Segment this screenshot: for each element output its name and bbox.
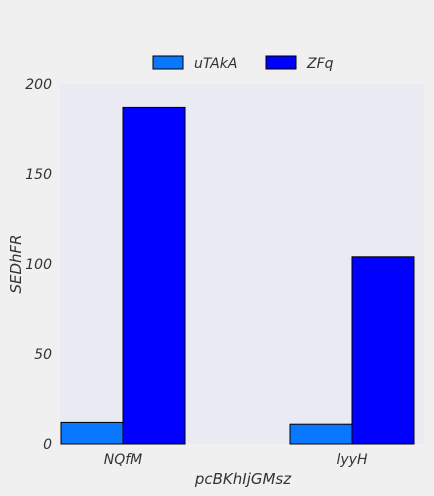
legend-label: ZFq	[306, 56, 334, 72]
legend-item-uTAkA: uTAkA	[152, 55, 237, 72]
y-tick-label: 200	[25, 77, 52, 93]
x-tick-labels: NQfM lyyH	[104, 452, 368, 468]
bar-uTAkA-NQfM	[60, 421, 124, 445]
y-axis-label: SEDhFR	[7, 234, 25, 293]
y-tick-labels: 0 50 100 150 200	[25, 77, 52, 453]
y-tick-label: 50	[34, 347, 52, 363]
x-tick-label: lyyH	[337, 452, 368, 468]
bars-group	[60, 106, 415, 445]
y-tick-label: 150	[25, 167, 52, 183]
legend-label: uTAkA	[194, 56, 237, 72]
bar-uTAkA-lyyH	[289, 423, 353, 445]
legend-item-ZFq: ZFq	[265, 55, 334, 72]
bar-ZFq-lyyH	[351, 256, 415, 445]
x-axis-label: pcBKhIjGMsz	[194, 470, 292, 488]
y-tick-label: 100	[25, 257, 52, 273]
legend-swatch	[265, 55, 297, 70]
x-tick-label: NQfM	[104, 452, 143, 468]
legend-swatch	[152, 55, 184, 70]
y-tick-label: 0	[43, 437, 52, 453]
bar-ZFq-NQfM	[122, 106, 186, 445]
legend: uTAkA ZFq	[152, 55, 334, 72]
